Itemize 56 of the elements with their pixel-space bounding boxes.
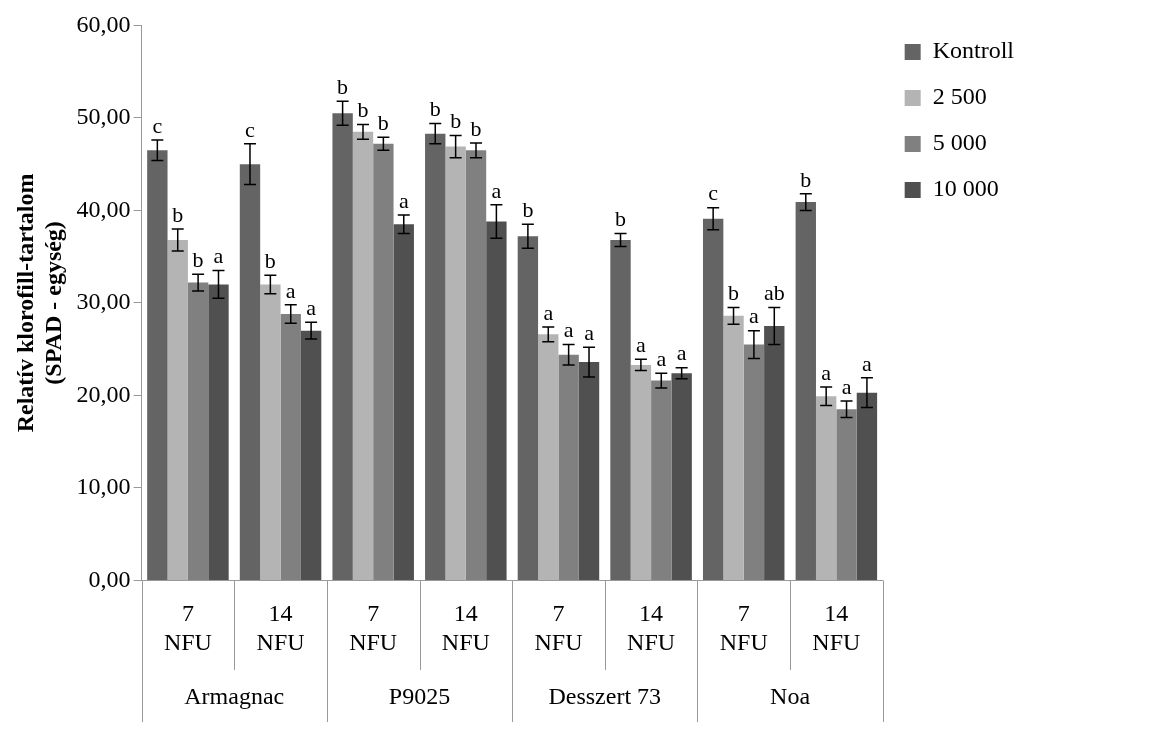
y-tick-label: 30,00 [76, 288, 131, 315]
data-label: c [708, 180, 719, 206]
data-label: a [398, 187, 409, 213]
y-tick-label: 50,00 [76, 103, 131, 130]
data-label: b [357, 97, 369, 123]
legend-label: 5 000 [932, 129, 987, 156]
x-tick-label: 14 NFU [441, 600, 490, 655]
text: Armagnac [184, 683, 285, 710]
text: Desszert 73 [548, 683, 662, 710]
data-label: b [172, 201, 184, 227]
y-tick-label: 20,00 [76, 380, 131, 407]
x-tick-label: 7 NFU [163, 600, 212, 655]
x-tick-label: 7 NFU [719, 600, 768, 655]
data-label: a [749, 303, 760, 329]
data-label: a [285, 277, 296, 303]
data-label: a [636, 332, 647, 358]
data-label: c [245, 116, 256, 142]
data-label: a [656, 345, 667, 371]
data-label: b [192, 247, 204, 273]
x-tick-label: 7 NFU [349, 600, 398, 655]
y-tick-label: 0,00 [88, 565, 131, 592]
data-label: a [584, 320, 595, 346]
data-label: b [470, 115, 482, 141]
data-label: b [728, 280, 740, 306]
data-label: ab [763, 280, 785, 306]
data-label: a [862, 350, 873, 376]
y-axis-title: Relatív klorofill-tartalom (SPAD - egység) [11, 173, 67, 433]
data-label: b [337, 74, 349, 100]
data-label: b [264, 247, 276, 273]
data-label: b [450, 108, 462, 134]
x-tick-label: 14 NFU [627, 600, 676, 655]
data-label: b [377, 110, 389, 136]
legend-label: Kontroll [932, 37, 1015, 64]
data-label: b [800, 166, 812, 192]
y-tick-label: 10,00 [76, 473, 131, 500]
legend-label: 10 000 [932, 175, 999, 202]
data-label: a [543, 299, 554, 325]
x-tick-label: 14 NFU [256, 600, 305, 655]
data-label: b [615, 206, 627, 232]
data-label: c [152, 112, 163, 138]
legend-label: 2 500 [932, 83, 987, 110]
data-label: a [841, 373, 852, 399]
data-label: a [491, 177, 502, 203]
data-label: a [563, 317, 574, 343]
data-label: a [821, 359, 832, 385]
y-tick-label: 40,00 [76, 195, 131, 222]
data-label: b [522, 197, 534, 223]
data-label: a [676, 340, 687, 366]
text: P9025 [388, 683, 451, 710]
data-label: a [213, 243, 224, 269]
data-label: a [306, 295, 317, 321]
x-tick-label: 14 NFU [812, 600, 861, 655]
x-tick-label: 7 NFU [534, 600, 583, 655]
data-label: b [429, 96, 441, 122]
y-tick-label: 60,00 [76, 10, 131, 37]
text: Noa [770, 683, 811, 710]
